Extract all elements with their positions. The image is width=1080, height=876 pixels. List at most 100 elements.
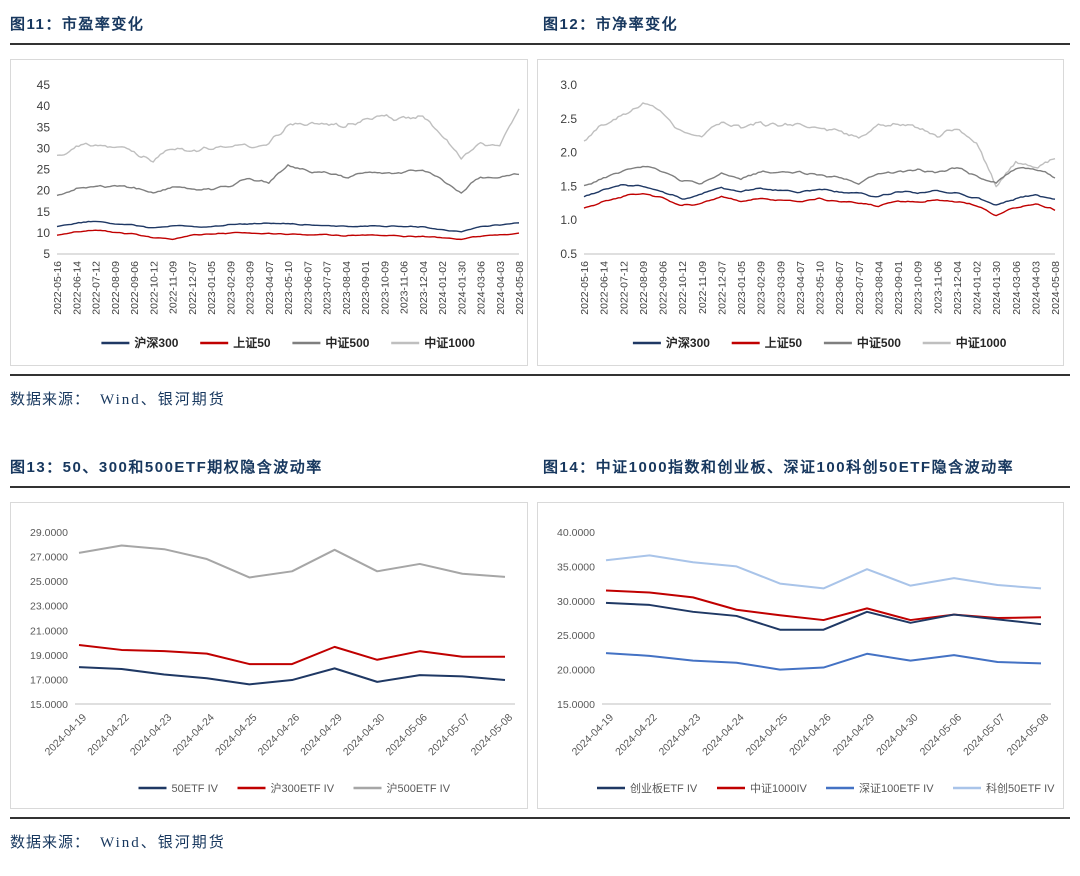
- svg-text:2024-01-30: 2024-01-30: [456, 261, 468, 315]
- fig14-chart-box: 15.0000 20.0000 25.0000 30.0000 35.0000 40.00…: [537, 502, 1064, 809]
- divider-under-valuation-charts: [10, 374, 1070, 376]
- svg-text:2023-12-04: 2023-12-04: [418, 261, 430, 315]
- svg-text:创业板ETF IV: 创业板ETF IV: [630, 781, 698, 795]
- svg-text:2022-05-16: 2022-05-16: [52, 261, 64, 315]
- report-page: 图11：市盈率变化 图12：市净率变化 5 10 15 20 25 30 35 40 45 202…: [10, 0, 1070, 852]
- svg-text:上证50: 上证50: [233, 335, 271, 350]
- svg-text:3.0: 3.0: [560, 78, 577, 92]
- svg-text:2024-04-23: 2024-04-23: [657, 712, 704, 759]
- svg-text:29.0000: 29.0000: [30, 527, 68, 539]
- svg-text:2022-11-09: 2022-11-09: [697, 261, 709, 314]
- svg-text:40.0000: 40.0000: [557, 527, 595, 539]
- svg-text:中证1000: 中证1000: [424, 335, 475, 350]
- svg-text:2022-12-07: 2022-12-07: [187, 261, 199, 315]
- svg-text:35: 35: [37, 120, 51, 134]
- svg-text:2022-10-12: 2022-10-12: [148, 261, 160, 315]
- svg-text:23.0000: 23.0000: [30, 601, 68, 613]
- svg-text:20.0000: 20.0000: [557, 665, 595, 677]
- svg-text:2023-07-07: 2023-07-07: [854, 261, 866, 315]
- svg-text:沪500ETF IV: 沪500ETF IV: [387, 781, 451, 795]
- svg-text:2024-05-08: 2024-05-08: [469, 712, 516, 759]
- fig11-chart-box: 5 10 15 20 25 30 35 40 45 2022-05-16 2022-06-14 202…: [10, 59, 528, 366]
- source-note-2: 数据来源： Wind、银河期货: [10, 831, 1070, 852]
- svg-text:2024-05-07: 2024-05-07: [961, 712, 1008, 759]
- svg-text:2022-07-12: 2022-07-12: [618, 261, 630, 315]
- svg-text:25.0000: 25.0000: [30, 576, 68, 588]
- fig12-title: 图12：市净率变化: [543, 16, 679, 33]
- svg-text:中证1000IV: 中证1000IV: [750, 782, 808, 795]
- svg-text:中证1000: 中证1000: [956, 335, 1007, 350]
- svg-text:27.0000: 27.0000: [30, 552, 68, 564]
- svg-text:科创50ETF IV: 科创50ETF IV: [986, 781, 1055, 795]
- svg-text:中证500: 中证500: [325, 335, 369, 350]
- svg-text:2023-08-04: 2023-08-04: [873, 261, 885, 315]
- svg-text:2024-04-24: 2024-04-24: [700, 712, 747, 759]
- svg-text:2022-07-12: 2022-07-12: [91, 261, 103, 315]
- svg-text:17.0000: 17.0000: [30, 674, 68, 686]
- svg-text:深证100ETF IV: 深证100ETF IV: [859, 782, 934, 795]
- svg-text:2024-03-06: 2024-03-06: [476, 261, 488, 315]
- svg-text:2023-05-10: 2023-05-10: [283, 261, 295, 315]
- svg-text:2023-08-04: 2023-08-04: [341, 261, 353, 315]
- svg-text:25: 25: [37, 163, 51, 177]
- svg-text:21.0000: 21.0000: [30, 625, 68, 637]
- svg-text:1.5: 1.5: [560, 179, 577, 193]
- svg-text:2023-04-07: 2023-04-07: [264, 261, 276, 315]
- svg-text:30.0000: 30.0000: [557, 596, 595, 608]
- source-value: Wind、银河期货: [100, 835, 226, 851]
- svg-text:2023-06-07: 2023-06-07: [834, 261, 846, 315]
- svg-text:2022-06-14: 2022-06-14: [599, 261, 611, 315]
- svg-text:2024-05-08: 2024-05-08: [1050, 261, 1062, 315]
- svg-text:0.5: 0.5: [560, 247, 577, 261]
- svg-text:2022-10-12: 2022-10-12: [677, 261, 689, 315]
- svg-text:2022-08-09: 2022-08-09: [638, 261, 650, 315]
- svg-text:10: 10: [37, 226, 51, 240]
- svg-text:2023-01-05: 2023-01-05: [736, 261, 748, 315]
- svg-text:25.0000: 25.0000: [557, 630, 595, 642]
- svg-text:2024-04-26: 2024-04-26: [787, 712, 834, 759]
- svg-text:2022-09-06: 2022-09-06: [129, 261, 141, 315]
- svg-text:1.0: 1.0: [560, 213, 577, 227]
- svg-text:沪300ETF IV: 沪300ETF IV: [271, 781, 335, 795]
- svg-text:2022-11-09: 2022-11-09: [168, 261, 180, 314]
- svg-text:2023-11-06: 2023-11-06: [932, 261, 944, 314]
- svg-text:2024-05-07: 2024-05-07: [426, 712, 473, 759]
- svg-text:2023-06-07: 2023-06-07: [302, 261, 314, 315]
- svg-text:2023-05-10: 2023-05-10: [815, 261, 827, 315]
- svg-text:2024-01-30: 2024-01-30: [991, 261, 1003, 315]
- fig13-title: 图13：50、300和500ETF期权隐含波动率: [10, 459, 323, 476]
- source-label: 数据来源：: [10, 392, 91, 408]
- fig11-title: 图11：市盈率变化: [10, 16, 145, 33]
- svg-text:2.0: 2.0: [560, 146, 577, 160]
- implied-vol-title-row: 图13：50、300和500ETF期权隐含波动率 图14：中证1000指数和创业…: [10, 409, 1070, 478]
- svg-text:2023-02-09: 2023-02-09: [225, 261, 237, 315]
- svg-text:50ETF IV: 50ETF IV: [172, 783, 219, 795]
- svg-text:40: 40: [37, 99, 51, 113]
- svg-text:2023-04-07: 2023-04-07: [795, 261, 807, 315]
- svg-text:2024-04-03: 2024-04-03: [495, 261, 507, 315]
- svg-text:2.5: 2.5: [560, 112, 577, 126]
- svg-text:30: 30: [37, 141, 51, 155]
- svg-text:2023-10-09: 2023-10-09: [913, 261, 925, 315]
- svg-text:2024-05-06: 2024-05-06: [918, 712, 965, 759]
- svg-text:沪深300: 沪深300: [134, 335, 178, 350]
- svg-text:2024-04-29: 2024-04-29: [298, 712, 345, 759]
- svg-text:中证500: 中证500: [857, 335, 901, 350]
- svg-text:15: 15: [37, 205, 51, 219]
- svg-text:2024-04-29: 2024-04-29: [831, 712, 878, 759]
- svg-text:2023-01-05: 2023-01-05: [206, 261, 218, 315]
- svg-text:2022-12-07: 2022-12-07: [716, 261, 728, 315]
- svg-text:2024-04-30: 2024-04-30: [341, 712, 388, 759]
- svg-text:2023-03-09: 2023-03-09: [245, 261, 257, 315]
- svg-text:2024-04-24: 2024-04-24: [170, 712, 217, 759]
- valuation-section: 图11：市盈率变化 图12：市净率变化 5 10 15 20 25 30 35 40 45 202…: [10, 0, 1070, 409]
- svg-text:15.0000: 15.0000: [557, 699, 595, 711]
- svg-text:2023-07-07: 2023-07-07: [322, 261, 334, 315]
- fig12-chart-box: 0.5 1.0 1.5 2.0 2.5 3.0 2022-05-16 2022-06-14 20…: [537, 59, 1064, 366]
- svg-text:2024-04-25: 2024-04-25: [744, 712, 791, 759]
- svg-text:2024-01-02: 2024-01-02: [972, 261, 984, 315]
- svg-text:19.0000: 19.0000: [30, 650, 68, 662]
- svg-text:15.0000: 15.0000: [30, 699, 68, 711]
- svg-text:2024-04-22: 2024-04-22: [613, 712, 660, 759]
- svg-text:2024-05-08: 2024-05-08: [514, 261, 526, 315]
